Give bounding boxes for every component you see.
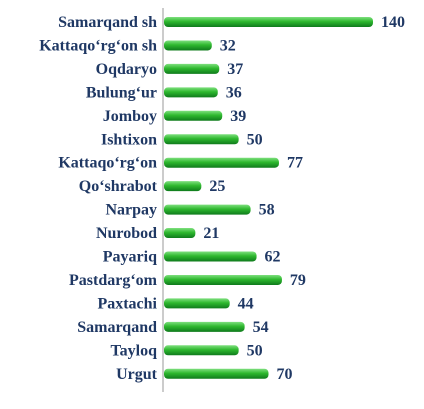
value-label: 36	[226, 84, 242, 101]
value-label: 54	[253, 319, 269, 336]
category-label: Pastdarg‘om	[69, 272, 158, 289]
bar	[164, 87, 218, 98]
category-label: Jomboy	[103, 108, 157, 125]
category-label: Qo‘shrabot	[79, 178, 158, 195]
value-label: 77	[287, 155, 303, 172]
value-label: 21	[203, 225, 219, 242]
category-label: Narpay	[105, 202, 157, 219]
value-label: 140	[381, 14, 405, 31]
value-label: 58	[259, 202, 275, 219]
value-label: 44	[238, 295, 254, 312]
category-label: Samarqand sh	[58, 14, 157, 31]
category-label: Payariq	[103, 249, 157, 266]
bar	[164, 157, 279, 168]
category-label: Kattaqo‘rg‘on	[58, 155, 157, 172]
category-label: Paxtachi	[97, 295, 157, 312]
value-label: 70	[277, 366, 293, 383]
bar	[164, 298, 230, 309]
bar	[164, 181, 202, 192]
category-label: Ishtixon	[101, 131, 157, 148]
bar	[164, 17, 373, 27]
category-label: Urgut	[116, 366, 158, 383]
category-label: Tayloq	[110, 342, 157, 359]
bars-layer: Samarqand sh 140 Kattaqo‘rg‘on sh 32 Oqdaryo…	[39, 14, 405, 383]
value-label: 62	[265, 249, 281, 266]
value-label: 50	[247, 131, 263, 148]
category-label: Oqdaryo	[96, 61, 157, 78]
bar	[164, 321, 245, 332]
category-label: Samarqand	[77, 319, 157, 336]
bar	[164, 228, 196, 239]
value-label: 37	[227, 61, 243, 78]
bar	[164, 110, 223, 121]
bar	[164, 345, 239, 356]
value-label: 79	[290, 272, 306, 289]
bar	[164, 368, 269, 379]
category-label: Bulung‘ur	[86, 84, 157, 101]
value-label: 50	[247, 342, 263, 359]
value-label: 32	[220, 37, 236, 54]
category-label: Nurobod	[96, 225, 157, 242]
bar	[164, 274, 282, 285]
value-label: 25	[209, 178, 225, 195]
bar	[164, 204, 251, 215]
category-label: Kattaqo‘rg‘on sh	[39, 37, 157, 54]
bar	[164, 40, 212, 51]
bar	[164, 63, 220, 74]
bar	[164, 134, 239, 145]
bar	[164, 251, 257, 262]
value-label: 39	[230, 108, 246, 125]
